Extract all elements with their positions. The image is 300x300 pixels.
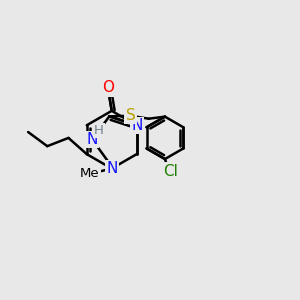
Text: Me: Me (80, 167, 100, 180)
Text: N: N (106, 161, 117, 176)
Text: N: N (131, 118, 142, 133)
Text: H: H (94, 124, 104, 137)
Text: S: S (126, 108, 135, 123)
Text: O: O (102, 80, 114, 95)
Text: Cl: Cl (164, 164, 178, 178)
Text: N: N (87, 132, 98, 147)
Text: N: N (131, 118, 142, 133)
